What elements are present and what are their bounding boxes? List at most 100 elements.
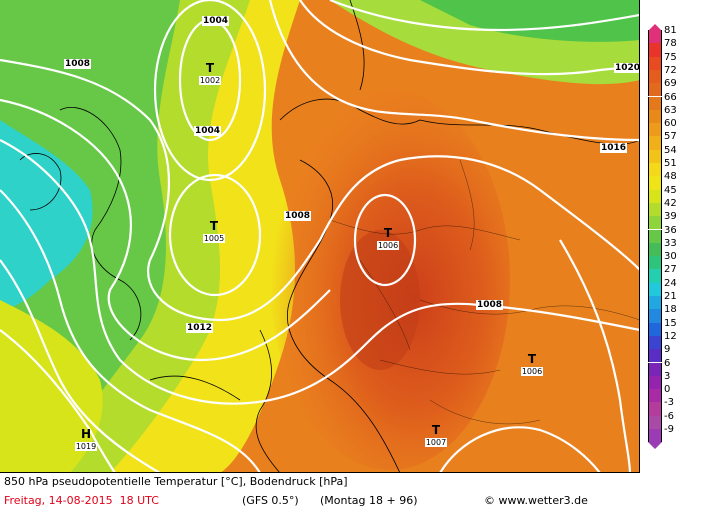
low-value: 1002 [198,76,222,85]
scale-swatch [648,362,662,376]
high-center: H 1019 [72,427,100,451]
scale-label: 60 [664,118,677,130]
scale-swatch [648,149,662,163]
high-symbol: H [80,427,92,441]
low-symbol: T [383,226,393,240]
scale-label: 39 [664,211,677,223]
scale-swatch [648,402,662,416]
map-title: 850 hPa pseudopotentielle Temperatur [°C… [4,475,348,488]
scale-label: 63 [664,104,677,116]
low-center: T 1006 [374,226,402,250]
scale-label: 15 [664,317,677,329]
model-run: (Montag 18 + 96) [320,494,418,507]
scale-swatch [648,30,662,44]
low-value: 1007 [424,438,448,447]
scale-swatch [648,256,662,270]
map-footer: 850 hPa pseudopotentielle Temperatur [°C… [0,473,640,513]
isobar-label: 1016 [600,143,628,153]
weather-map: 1004 1008 1004 1008 1012 1016 1020 1008 … [0,0,640,473]
low-center: T 1002 [196,61,224,85]
scale-swatch [648,96,662,110]
scale-label: 0 [664,384,671,396]
scale-swatch [648,389,662,403]
scale-swatch [648,56,662,70]
scale-swatch [648,429,662,443]
scale-label: 48 [664,171,677,183]
scale-label: 45 [664,184,677,196]
scale-label: 75 [664,51,677,63]
scale-swatch [648,176,662,190]
low-symbol: T [209,219,219,233]
low-center: T 1006 [518,352,546,376]
scale-swatch [648,109,662,124]
low-symbol: T [205,61,215,75]
scale-label: 54 [664,144,677,156]
scale-label: 69 [664,78,677,90]
low-value: 1005 [202,234,226,243]
scale-label: 30 [664,251,677,263]
isobar-label: 1008 [476,300,504,310]
scale-label: 12 [664,330,677,342]
low-symbol: T [431,423,441,437]
model-name: (GFS 0.5°) [242,494,299,507]
isobar-label: 1008 [64,59,92,69]
scale-swatch [648,229,662,243]
scale-swatch [648,415,662,429]
scale-label: 81 [664,25,677,36]
scale-swatch [648,242,662,257]
field-cyan [0,120,93,310]
isobar-label: 1004 [202,16,230,26]
scale-label: 21 [664,291,677,302]
isobar-label: 1020 [614,63,640,73]
temperature-field [0,0,639,472]
scale-swatch [648,309,662,323]
site-credit: © www.wetter3.de [484,494,588,507]
scale-swatch [648,136,662,150]
scale-swatch [648,349,662,363]
isobar-label: 1004 [194,126,222,136]
low-symbol: T [527,352,537,366]
scale-label: 24 [664,277,677,289]
isobar-label: 1008 [284,211,312,221]
scale-swatch [648,322,662,336]
scale-label: 18 [664,304,677,316]
scale-label: 3 [664,370,671,382]
scale-label: 78 [664,38,677,50]
scale-swatch [648,69,662,84]
scale-swatch [648,202,662,217]
scale-swatch [648,335,662,350]
scale-label: -6 [664,410,674,422]
low-value: 1006 [520,367,544,376]
scale-swatch [648,296,662,310]
scale-label: 72 [664,64,677,76]
scale-label: 33 [664,237,677,249]
scale-swatch [648,282,662,296]
scale-swatch [648,43,662,57]
scale-swatch [648,123,662,137]
scale-label: 42 [664,197,677,209]
low-center: T 1005 [200,219,228,243]
high-value: 1019 [74,442,98,451]
scale-swatch [648,189,662,203]
field-hottest [340,230,420,370]
low-center: T 1007 [422,423,450,447]
scale-swatch [648,163,662,177]
scale-arrow-down [648,442,662,450]
scale-label: 57 [664,131,677,143]
field-south-yellow [0,300,103,472]
scale-swatch [648,83,662,97]
coastlines [19,0,639,472]
color-scale-legend: 81 78 75 72 69 66 63 60 57 54 51 48 45 42 39 36 33 30 27 24… [641,24,704,460]
scale-label: -9 [664,424,674,435]
isobar-label: 1012 [186,323,214,333]
scale-label: 27 [664,264,677,276]
forecast-date: Freitag, 14-08-2015 18 UTC [4,494,159,507]
scale-label: 9 [664,344,671,356]
scale-swatch [648,269,662,283]
scale-label: 36 [664,224,677,236]
scale-label: 51 [664,158,677,169]
scale-arrow-up [648,24,662,31]
scale-label: -3 [664,397,674,409]
scale-swatch [648,216,662,230]
scale-label: 6 [664,357,671,369]
